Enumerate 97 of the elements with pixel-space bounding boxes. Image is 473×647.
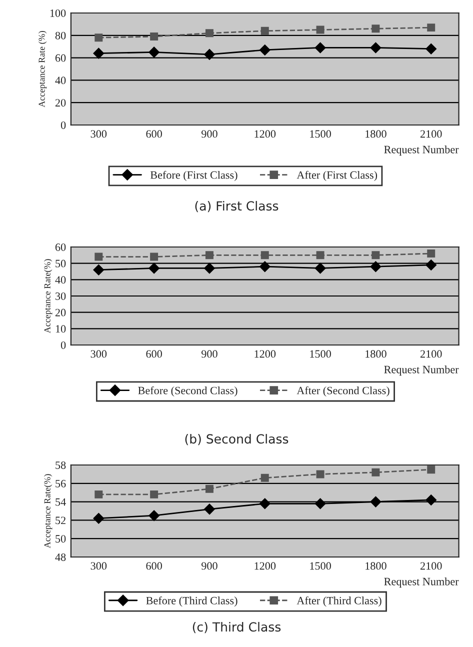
point — [316, 251, 324, 260]
x-tick-label: 1500 — [310, 350, 331, 358]
point — [93, 264, 104, 276]
point — [370, 42, 382, 54]
point — [259, 44, 270, 56]
point — [372, 24, 380, 33]
y-tick-label: 0 — [60, 341, 66, 349]
point — [150, 32, 158, 41]
y-tick-label: 58 — [56, 461, 66, 469]
point — [204, 504, 215, 515]
point — [316, 470, 324, 478]
x-tick-label: 2100 — [420, 130, 442, 138]
point — [205, 29, 214, 38]
x-tick-label: 900 — [201, 562, 218, 570]
text: (c) Third Class — [192, 622, 281, 634]
y-tick-label: 56 — [56, 480, 66, 488]
point — [148, 510, 160, 522]
y-tick-label: 10 — [56, 325, 66, 333]
x-tick-label: 2100 — [420, 562, 442, 570]
point — [148, 262, 160, 274]
y-tick-label: 50 — [56, 535, 66, 543]
y-tick-label: 20 — [55, 308, 66, 316]
x-tick-label: 300 — [90, 350, 107, 358]
point — [426, 43, 437, 54]
point — [94, 252, 103, 261]
point — [150, 252, 158, 261]
point — [259, 498, 270, 510]
point — [314, 42, 326, 54]
point — [427, 466, 436, 474]
legend-label: Before (Second Class) — [138, 386, 238, 397]
x-tick-label: 600 — [146, 130, 162, 138]
y-tick-label: 0 — [60, 121, 66, 129]
x-axis-title: Request Number — [384, 577, 459, 588]
y-tick-label: 60 — [55, 54, 66, 62]
point — [370, 261, 382, 272]
y-tick-label: 50 — [56, 260, 66, 268]
point — [372, 251, 380, 260]
point — [150, 490, 158, 498]
point — [93, 512, 104, 524]
y-tick-label: 52 — [56, 516, 66, 524]
x-tick-label: 600 — [146, 350, 162, 358]
point — [94, 34, 103, 42]
x-tick-label: 300 — [90, 562, 107, 570]
x-tick-label: 900 — [201, 350, 218, 358]
legend-label: After (Second Class) — [296, 386, 390, 397]
point — [94, 490, 103, 498]
y-axis-title: Acceptance Rate(%) — [44, 474, 52, 548]
x-tick-label: 1800 — [366, 130, 386, 138]
x-tick-label: 1800 — [366, 350, 386, 358]
x-tick-label: 1800 — [366, 562, 386, 570]
point — [259, 261, 270, 272]
y-tick-label: 60 — [55, 243, 66, 251]
point — [204, 49, 215, 60]
point — [427, 250, 436, 258]
point — [427, 24, 436, 32]
y-tick-label: 40 — [55, 276, 66, 284]
x-axis-title: Request Number — [384, 145, 459, 156]
x-tick-label: 1500 — [310, 562, 331, 570]
point — [316, 26, 324, 34]
x-tick-label: 900 — [201, 130, 218, 138]
x-tick-label: 300 — [90, 130, 107, 138]
x-tick-label: 1200 — [254, 130, 276, 138]
x-tick-label: 600 — [146, 562, 162, 570]
text: (a) First Class — [195, 200, 278, 212]
x-tick-label: 1500 — [310, 130, 331, 138]
point — [205, 251, 214, 260]
point — [260, 26, 269, 35]
y-axis-title: Acceptance Rate(%) — [44, 259, 52, 334]
y-tick-label: 20 — [55, 99, 66, 107]
point — [260, 251, 269, 260]
x-tick-label: 1200 — [254, 350, 276, 358]
y-tick-label: 100 — [50, 9, 66, 17]
legend-label: Before (First Class) — [150, 170, 238, 182]
point — [426, 494, 437, 506]
point — [204, 262, 215, 274]
point — [372, 468, 380, 476]
legend-label: After (Third Class) — [296, 596, 382, 607]
legend-label: After (First Class) — [296, 170, 378, 182]
point — [314, 262, 326, 274]
x-tick-label: 1200 — [254, 562, 276, 570]
x-axis-title: Request Number — [384, 365, 459, 376]
y-tick-label: 40 — [55, 76, 66, 84]
text: (b) Second Class — [185, 434, 288, 446]
y-tick-label: 54 — [56, 498, 66, 506]
point — [314, 498, 326, 510]
point — [148, 46, 160, 58]
point — [260, 474, 269, 482]
x-tick-label: 2100 — [420, 350, 442, 358]
point — [93, 48, 104, 59]
y-tick-label: 30 — [56, 292, 66, 300]
point — [370, 496, 382, 508]
legend-label: Before (Third Class) — [146, 596, 238, 607]
y-tick-label: 48 — [55, 553, 66, 561]
point — [205, 484, 214, 493]
point — [426, 260, 437, 270]
y-axis-title: Acceptance Rate (%) — [38, 31, 47, 108]
y-tick-label: 80 — [55, 32, 66, 40]
